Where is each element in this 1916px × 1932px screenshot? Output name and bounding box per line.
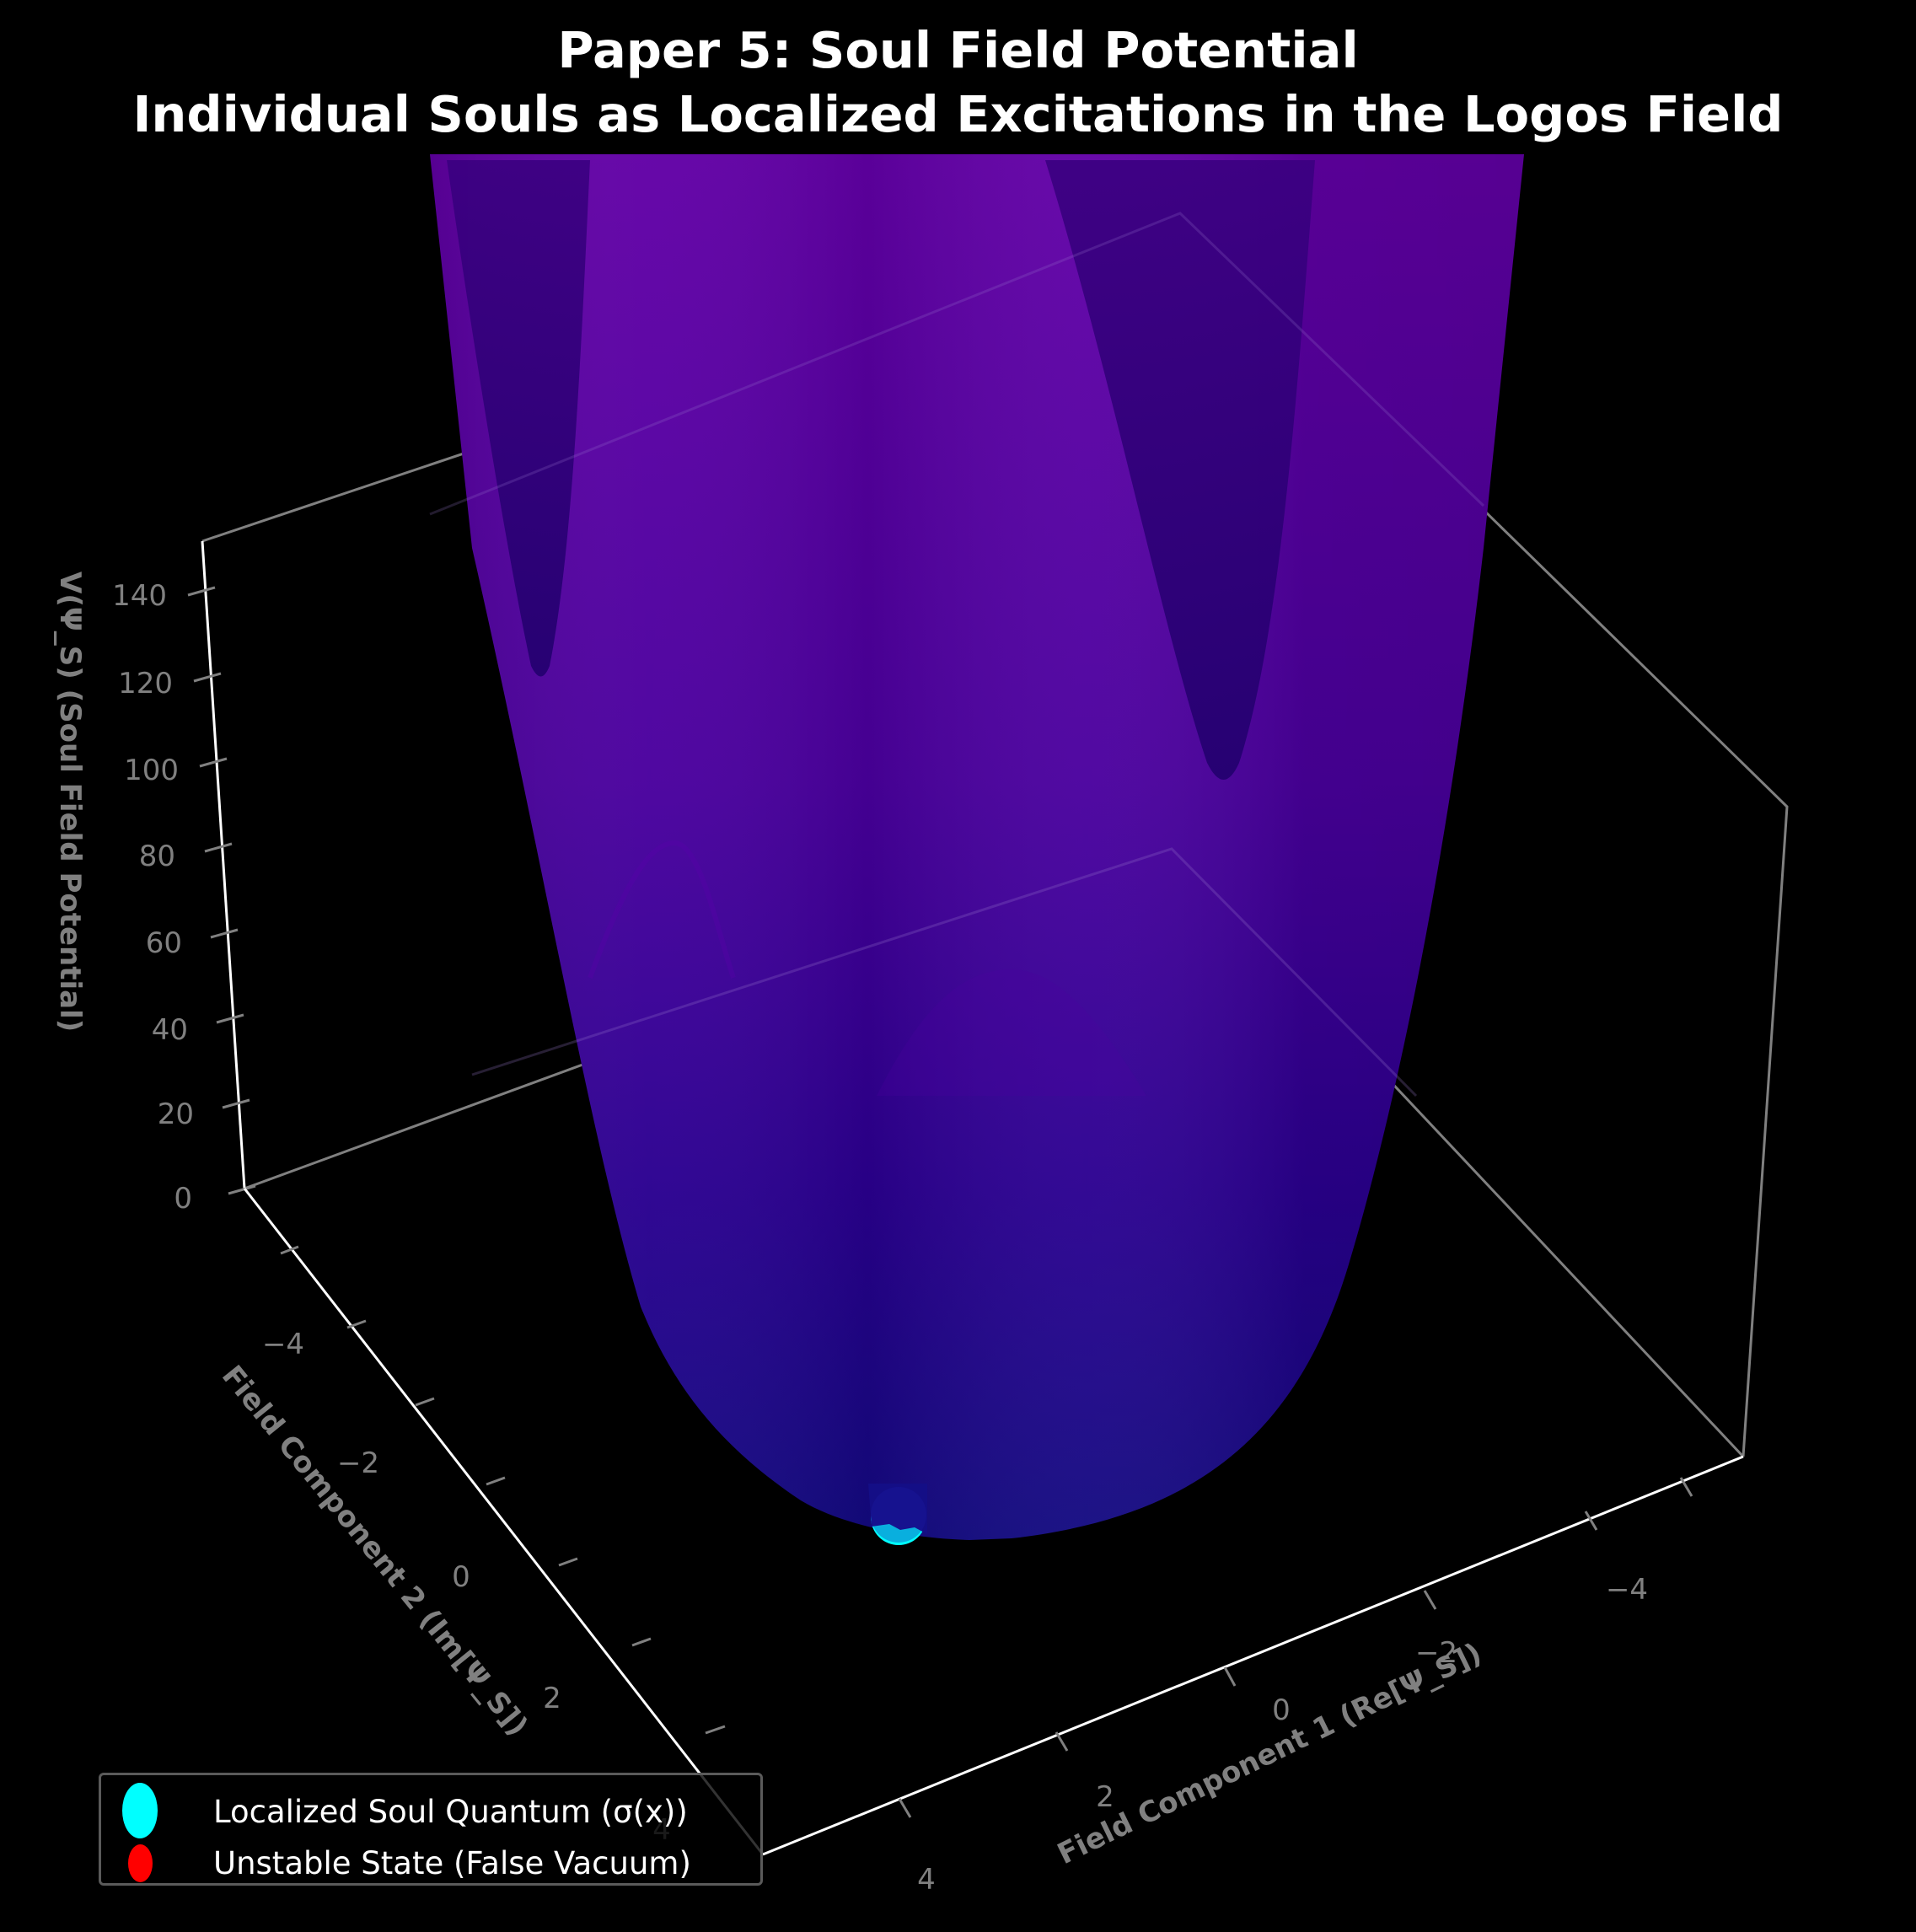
legend-marker-cyan-circle-icon: [122, 1783, 158, 1838]
z-tick-40: 40: [152, 1013, 188, 1047]
chart-title-line-1: Paper 5: Soul Field Potential: [557, 21, 1359, 79]
legend-label-false-vacuum: Unstable State (False Vacuum): [213, 1845, 691, 1881]
potential-surface: [429, 154, 1524, 1540]
z-tick-0: 0: [174, 1182, 192, 1216]
z-axis: 140 120 100 80 60 40 20 0 V(Ψ_S) (Soul F…: [53, 540, 256, 1216]
legend-marker-red-circle-icon: [128, 1844, 153, 1882]
z-tick-60: 60: [146, 926, 182, 960]
chart-title-line-2: Individual Souls as Localized Excitation…: [132, 85, 1784, 143]
x-tick-neg2: −2: [1415, 1636, 1457, 1670]
x-tick-0: 0: [1272, 1693, 1291, 1727]
z-tick-100: 100: [124, 754, 179, 787]
x-tick-4: 4: [917, 1863, 936, 1897]
x-tick-neg4: −4: [1606, 1573, 1648, 1607]
z-axis-label: V(Ψ_S) (Soul Field Potential): [53, 572, 87, 1032]
y-axis-label: Field Component 2 (Im[Ψ_S]): [215, 1359, 534, 1742]
z-tick-80: 80: [139, 840, 175, 873]
x-tick-2: 2: [1096, 1780, 1114, 1814]
y-tick-neg2: −2: [337, 1446, 379, 1480]
y-tick-2: 2: [543, 1682, 561, 1715]
legend: Localized Soul Quantum (σ(x)) Unstable S…: [99, 1773, 763, 1886]
z-tick-20: 20: [158, 1097, 194, 1131]
y-tick-neg4: −4: [262, 1328, 304, 1361]
z-tick-140: 140: [112, 579, 167, 613]
legend-label-soul-quantum: Localized Soul Quantum (σ(x)): [213, 1794, 688, 1830]
z-tick-120: 120: [118, 667, 173, 700]
x-axis-label: Field Component 1 (Re[Ψ_S]): [1052, 1636, 1486, 1871]
soul-quantum-marker: [868, 1484, 927, 1545]
y-tick-0: 0: [452, 1560, 470, 1594]
